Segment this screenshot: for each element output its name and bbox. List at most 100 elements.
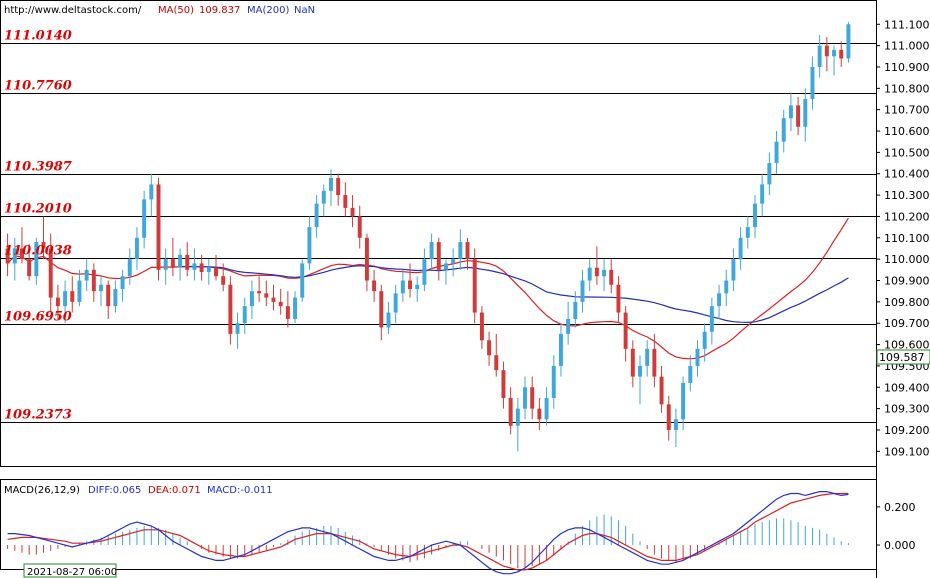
candle-up [34, 242, 39, 277]
candle-down [271, 297, 276, 302]
price-tick-label: 109.300 [884, 403, 930, 416]
candle-up [587, 267, 592, 281]
level-label: 109.6950 [4, 310, 72, 325]
candle-up [206, 267, 211, 272]
candle-up [702, 331, 707, 349]
candle-up [832, 49, 837, 57]
ma200-value: NaN [294, 5, 315, 16]
candle-up [63, 291, 68, 307]
candle-up [717, 293, 722, 307]
candle-down [666, 404, 671, 430]
candle-up [781, 118, 786, 142]
candle-up [724, 280, 729, 294]
candle-down [357, 216, 362, 238]
price-tick-label: 109.400 [884, 381, 930, 394]
ma50-value: 109.837 [199, 5, 240, 16]
candle-down [228, 284, 233, 334]
candle-up [142, 199, 147, 238]
candle-up [580, 280, 585, 302]
macd-diff: DIFF:0.065 [88, 485, 141, 496]
last-price-tag [876, 349, 930, 365]
price-tick-label: 109.900 [884, 275, 930, 288]
candle-down [278, 301, 283, 307]
price-tick-label: 110.100 [884, 232, 930, 245]
candle-down [170, 259, 175, 268]
price-tick-label: 109.100 [884, 445, 930, 458]
candle-down [537, 408, 542, 420]
candle-up [709, 306, 714, 332]
candle-up [329, 178, 333, 191]
candle-up [688, 365, 693, 383]
candle-up [558, 333, 563, 366]
price-panel[interactable] [0, 0, 877, 467]
candle-up [12, 248, 17, 264]
candle-down [285, 306, 290, 319]
price-tick-label: 109.700 [884, 317, 930, 330]
candle-up [178, 254, 183, 268]
candle-up [745, 227, 750, 238]
candle-up [120, 276, 125, 290]
candle-down [465, 242, 470, 260]
price-tick-label: 110.700 [884, 104, 930, 117]
candle-up [321, 190, 326, 204]
candle-up [695, 348, 700, 366]
candle-up [788, 105, 793, 119]
candle-up [249, 291, 254, 307]
candle-up [602, 269, 607, 277]
candle-up [300, 263, 305, 298]
macd-tick-label: 0.200 [884, 501, 916, 514]
candle-up [760, 184, 765, 204]
macd-axis: 0.200 0.000 [876, 501, 916, 552]
candle-down [501, 370, 506, 398]
candle-down [41, 242, 46, 249]
candle-down [659, 376, 664, 405]
candle-up [846, 24, 851, 59]
macd-histogram [7, 514, 849, 568]
candle-down [343, 195, 348, 208]
ma200-label: MA(200) [247, 5, 289, 16]
level-label: 110.7760 [4, 79, 72, 94]
candle-down [91, 269, 96, 292]
candle-down [55, 297, 60, 307]
candle-up [738, 237, 743, 260]
candle-up [566, 318, 571, 334]
candle-down [379, 291, 384, 328]
candle-down [479, 312, 484, 341]
price-tick-label: 109.200 [884, 424, 930, 437]
candle-up [235, 323, 240, 334]
dea-line [7, 492, 849, 571]
candle-down [839, 49, 844, 59]
price-tick-label: 110.600 [884, 125, 930, 138]
candle-up [681, 382, 686, 420]
price-tick-label: 110.900 [884, 61, 930, 74]
candle-down [70, 291, 75, 302]
price-tick-label: 110.000 [884, 253, 930, 266]
level-label: 110.2010 [4, 202, 72, 217]
candle-down [19, 248, 24, 260]
macd-value: MACD:-0.011 [207, 485, 273, 496]
price-tick-label: 111.100 [884, 18, 930, 31]
candle-down [185, 254, 190, 270]
candle-up [422, 259, 427, 285]
price-tick-label: 110.800 [884, 82, 930, 95]
candle-down [372, 280, 377, 292]
candle-up [192, 263, 197, 270]
candle-up [400, 280, 405, 294]
candle-up [429, 242, 434, 260]
candle-down [156, 184, 161, 270]
candle-up [113, 289, 118, 307]
candle-up [127, 259, 132, 277]
candle-down [257, 291, 262, 294]
macd-dea: DEA:0.071 [148, 485, 201, 496]
candle-down [530, 387, 535, 409]
ma200-line [180, 265, 849, 324]
candle-up [645, 348, 650, 366]
candle-up [817, 45, 822, 67]
candle-up [810, 66, 815, 100]
diff-line [7, 491, 849, 575]
candle-up [242, 306, 247, 324]
candle-up [443, 263, 448, 270]
candle-up [307, 227, 312, 264]
date-tag [23, 563, 117, 578]
